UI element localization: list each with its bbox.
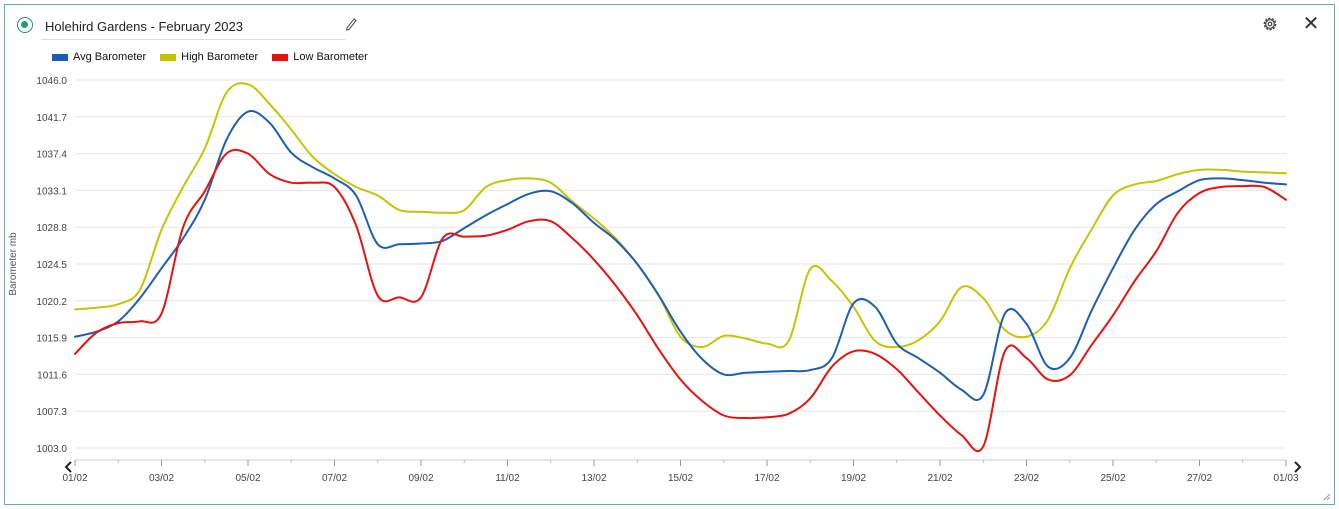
x-tick-label: 03/02 — [149, 473, 174, 484]
barometer-chart: 1003.0 1007.3 1011.6 1015.9 1020.2 1024.5 1028… — [8, 76, 1302, 484]
y-tick-label: 1037.4 — [36, 150, 67, 161]
x-tick-label: 21/02 — [927, 473, 952, 484]
y-tick-label: 1024.5 — [36, 260, 67, 271]
legend-swatch-low — [272, 53, 289, 61]
legend-label-low: Low Barometer — [293, 51, 368, 63]
x-tick-label: 01/02 — [62, 473, 87, 484]
series-line-avg-barometer[interactable] — [74, 110, 1287, 401]
y-tick-label: 1007.3 — [36, 407, 67, 418]
chevron-left-icon[interactable] — [64, 461, 72, 473]
chart-panel: ✕ Avg Barometer High Barometer Low Barom… — [4, 4, 1335, 505]
series-line-high-barometer[interactable] — [74, 82, 1287, 349]
chart-title-input[interactable] — [41, 13, 345, 40]
x-tick-label: 25/02 — [1100, 473, 1125, 484]
y-tick-label: 1011.6 — [37, 370, 67, 381]
x-tick-label: 07/02 — [322, 473, 347, 484]
x-tick-label: 27/02 — [1187, 473, 1212, 484]
resize-handle-icon[interactable] — [1323, 493, 1331, 501]
series-line-low-barometer[interactable] — [74, 148, 1287, 453]
x-tick-label: 15/02 — [668, 473, 693, 484]
chart-legend: Avg Barometer High Barometer Low Baromet… — [52, 49, 368, 65]
legend-swatch-avg — [52, 53, 68, 61]
gear-icon[interactable] — [1261, 15, 1279, 33]
legend-label-avg: Avg Barometer — [73, 51, 147, 63]
x-tick-label: 23/02 — [1014, 473, 1039, 484]
x-tick-label: 09/02 — [408, 473, 433, 484]
y-axis-label: Barometer mb — [8, 232, 19, 296]
x-tick-label: 19/02 — [841, 473, 866, 484]
legend-label-high: High Barometer — [181, 51, 259, 63]
panel-header: ✕ — [5, 5, 1334, 45]
x-tick-label: 01/03 — [1273, 473, 1298, 484]
y-tick-label: 1028.8 — [36, 223, 67, 234]
legend-item-low[interactable]: Low Barometer — [272, 49, 368, 65]
status-dot-icon — [17, 17, 33, 33]
y-tick-label: 1003.0 — [36, 444, 67, 455]
y-tick-label: 1033.1 — [36, 186, 67, 197]
y-tick-label: 1041.7 — [36, 113, 67, 124]
x-tick-label: 05/02 — [235, 473, 260, 484]
y-tick-label: 1020.2 — [36, 297, 67, 308]
legend-item-high[interactable]: High Barometer — [160, 49, 258, 65]
close-icon[interactable]: ✕ — [1302, 13, 1320, 35]
legend-swatch-high — [160, 53, 177, 61]
x-tick-label: 11/02 — [495, 473, 520, 484]
x-tick-label: 17/02 — [754, 473, 779, 484]
pencil-icon[interactable] — [344, 17, 358, 31]
legend-item-avg[interactable]: Avg Barometer — [52, 49, 146, 65]
x-tick-label: 13/02 — [581, 473, 606, 484]
chevron-right-icon[interactable] — [1294, 461, 1302, 473]
y-tick-label: 1046.0 — [36, 76, 67, 87]
y-tick-label: 1015.9 — [36, 334, 67, 345]
